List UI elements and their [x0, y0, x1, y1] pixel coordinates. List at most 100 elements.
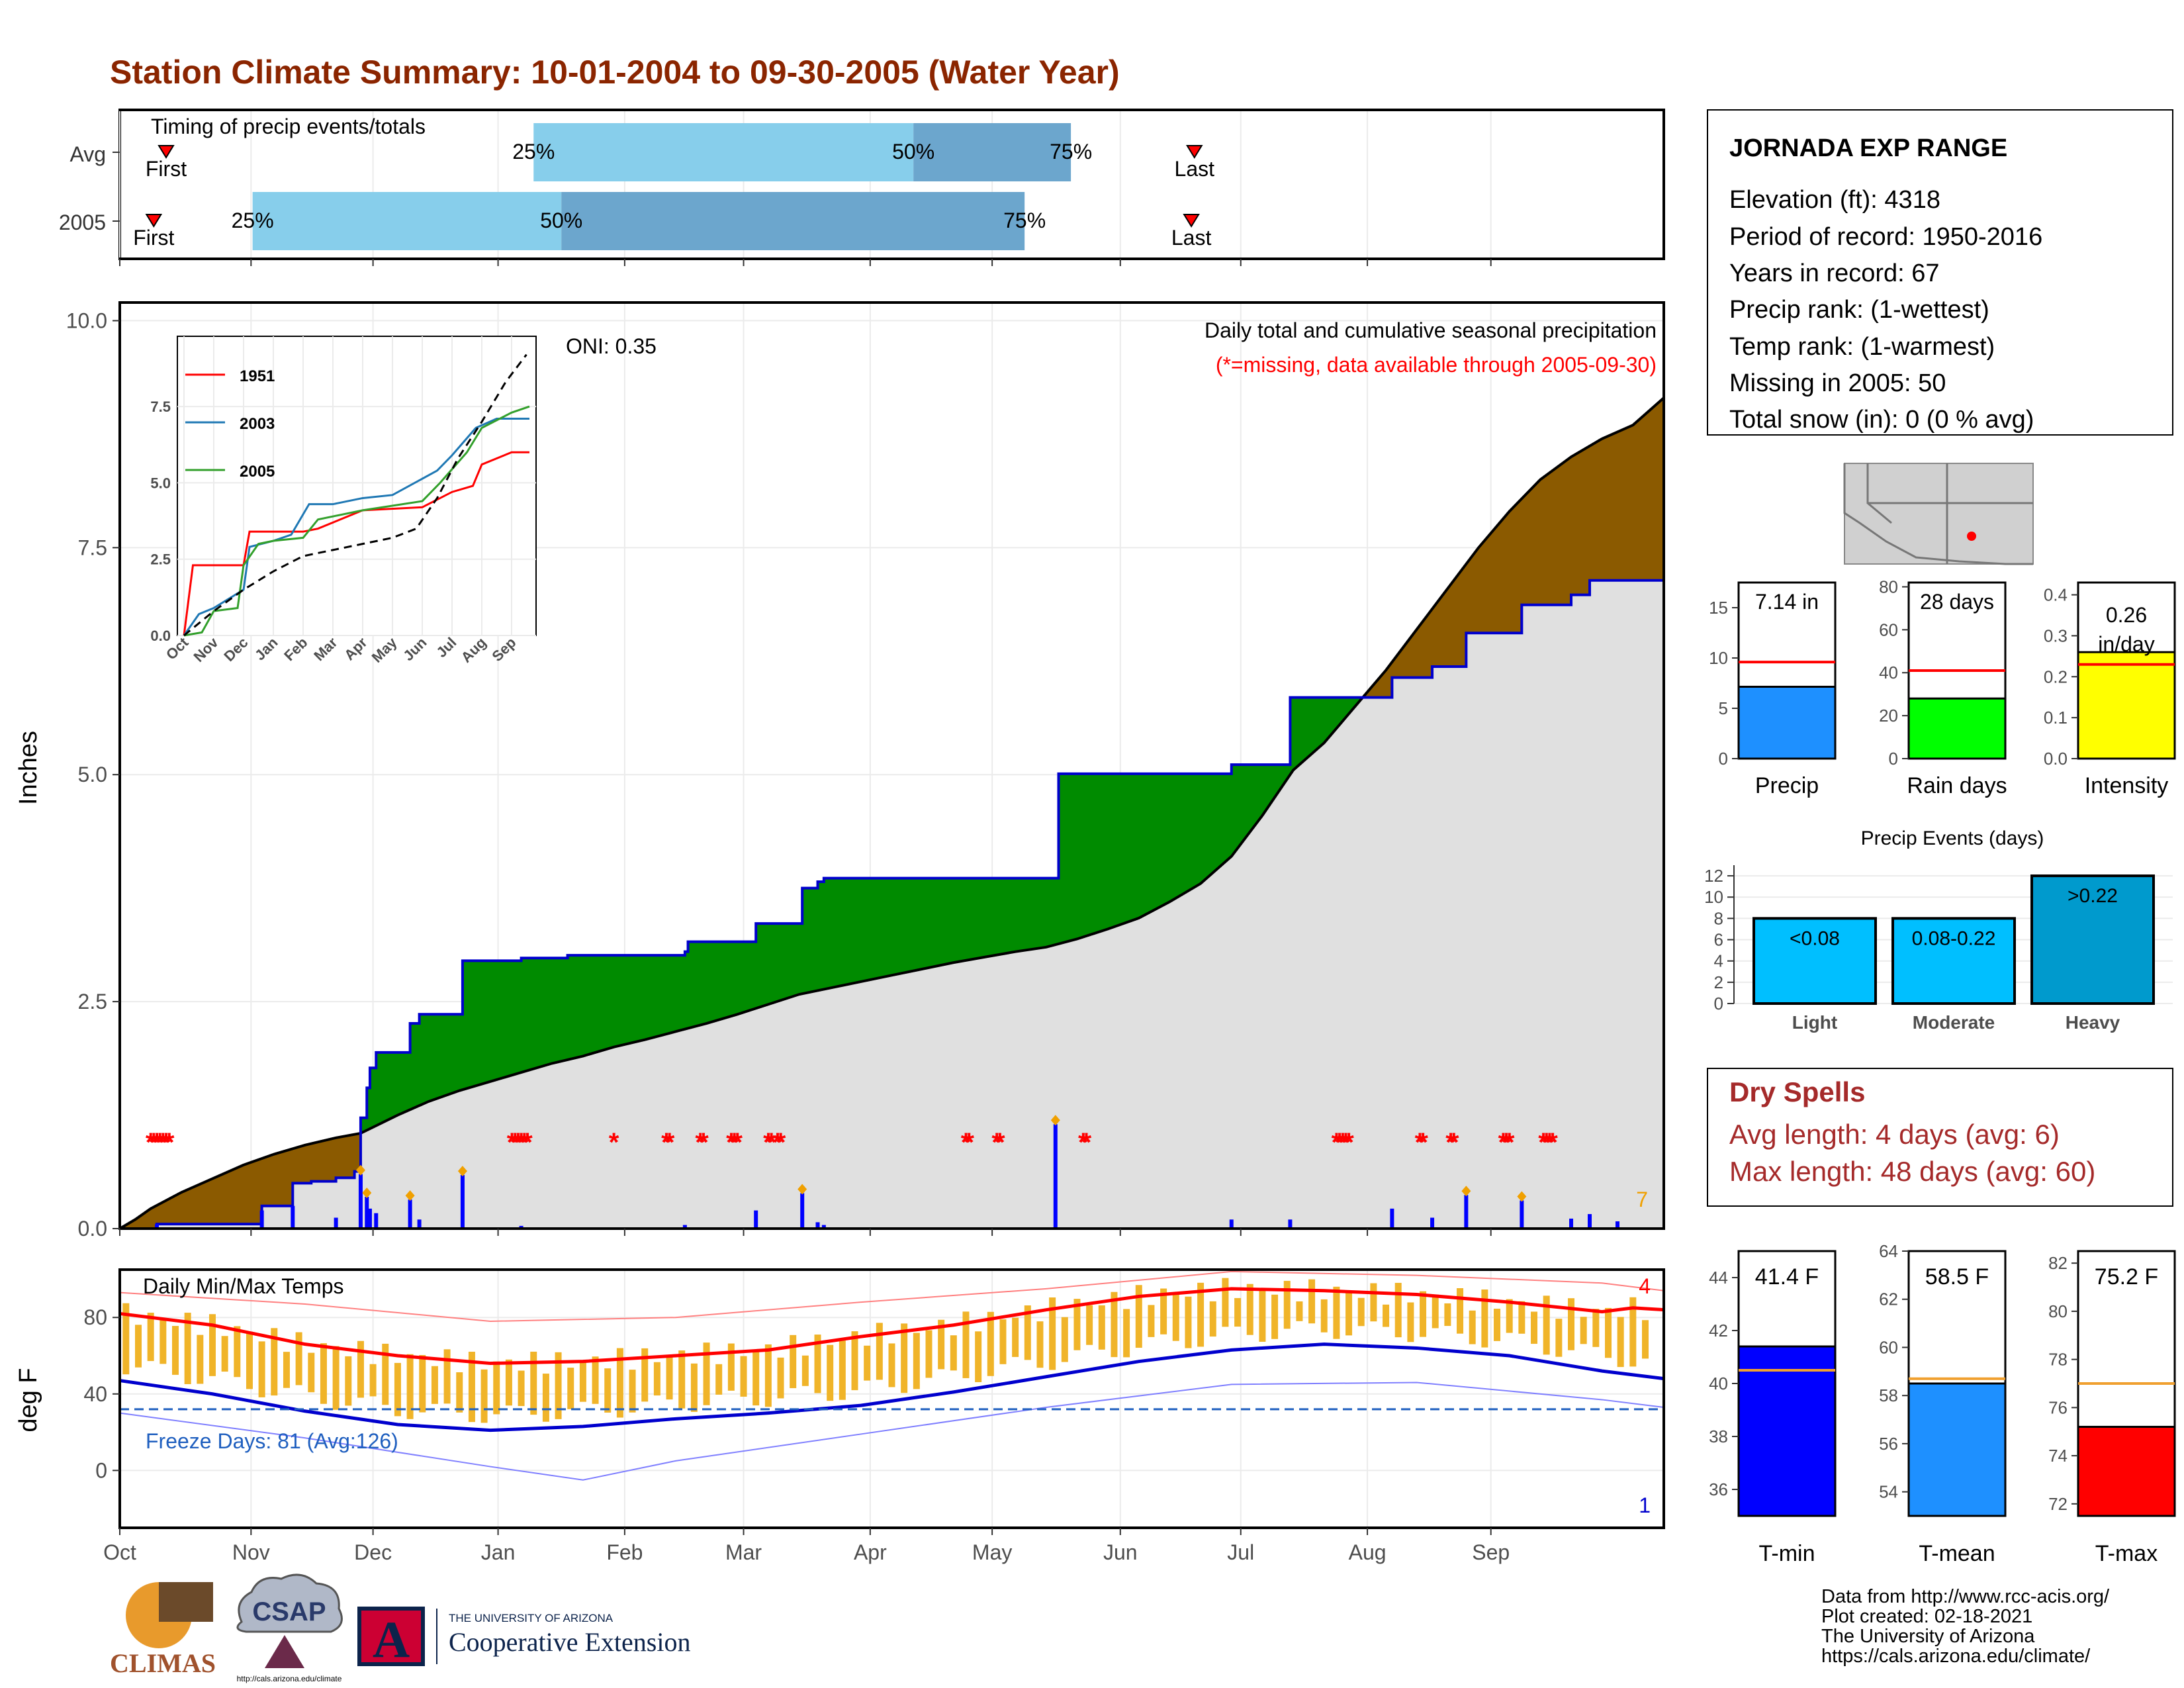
temp-summary-label: T-max [2095, 1541, 2158, 1566]
mini-bar-ytick-label: 20 [1879, 706, 1898, 726]
temp-summary-ytick-label: 42 [1709, 1321, 1728, 1340]
missing-data-marker: * [1338, 1128, 1348, 1157]
daily-precip-marker [797, 1184, 807, 1195]
daily-temp-bar [629, 1370, 636, 1413]
events-ytick-label: 12 [1704, 866, 1723, 886]
station-missing: Missing in 2005: 50 [1729, 369, 1946, 397]
precip-corner-count: 7 [1636, 1188, 1648, 1211]
missing-data-marker: * [772, 1128, 783, 1157]
daily-precip-bar [1520, 1200, 1524, 1229]
daily-temp-bar [1642, 1320, 1649, 1359]
daily-precip-bar [1464, 1195, 1469, 1229]
daily-temp-bar [764, 1344, 772, 1407]
daily-precip-bar [367, 1208, 372, 1229]
month-label: May [972, 1540, 1012, 1564]
daily-temp-bar [357, 1340, 364, 1398]
daily-temp-bar [1481, 1289, 1488, 1348]
temp-panel-frame [120, 1270, 1664, 1528]
daily-temp-bar [1308, 1279, 1316, 1324]
daily-precip-marker [457, 1166, 467, 1177]
daily-precip-marker [362, 1187, 372, 1198]
daily-temp-bar [1555, 1319, 1563, 1357]
daily-precip-bar [1053, 1124, 1058, 1229]
daily-precip-bar [1588, 1214, 1592, 1229]
temperature-summary-bars: 41.4 F 36 38 40 42 44 T-min 58.5 F 54 56 58 60 62 64 T… [1709, 1241, 2176, 1566]
daily-temp-bar [1160, 1288, 1167, 1335]
daily-temp-bar [1383, 1304, 1390, 1327]
missing-data-marker: * [1538, 1128, 1549, 1157]
missing-data-marker: * [698, 1128, 709, 1157]
daily-temp-bar [505, 1359, 512, 1406]
footer-line-data: Data from http://www.rcc-acis.org/ [1821, 1586, 2110, 1607]
mini-bar-value [2077, 651, 2176, 760]
month-label: Oct [103, 1540, 136, 1564]
missing-data-marker: * [510, 1128, 520, 1157]
daily-precip-bar [519, 1225, 523, 1229]
daily-precip-marker [355, 1164, 365, 1176]
daily-temp-bar [616, 1348, 623, 1418]
daily-temp-bar [1444, 1303, 1451, 1327]
daily-temp-bar [283, 1352, 290, 1388]
mini-bar-ytick-label: 5 [1719, 698, 1728, 718]
daily-temp-bar [999, 1319, 1007, 1364]
daily-temp-bar [480, 1369, 488, 1423]
timing-row-label-avg: Avg [69, 142, 106, 166]
map-state-borders [1843, 463, 2033, 565]
daily-temp-bar [962, 1311, 970, 1378]
daily-temp-bar [1222, 1278, 1229, 1327]
daily-temp-bar [975, 1331, 982, 1382]
daily-temp-bar [1197, 1282, 1205, 1347]
daily-temp-bar [715, 1364, 723, 1395]
precip-event-value-label: <0.08 [1790, 927, 1840, 949]
daily-temp-bar [1407, 1302, 1414, 1342]
precip-ylabel: Inches [15, 731, 42, 805]
daily-precip-marker [1517, 1191, 1527, 1202]
dry-spells-avg: Avg length: 4 days (avg: 6) [1729, 1119, 2060, 1150]
missing-data-marker: * [164, 1128, 175, 1157]
month-label: Mar [725, 1540, 762, 1564]
daily-temp-bar [1506, 1299, 1513, 1333]
daily-temp-bar [950, 1335, 957, 1371]
precip-ytick-label: 0.0 [78, 1217, 107, 1241]
mini-bar-value-label: 7.14 in [1755, 590, 1819, 614]
daily-temp-bar [369, 1364, 377, 1397]
month-label: Feb [606, 1540, 643, 1564]
timing-title: Timing of precip events/totals [151, 115, 426, 138]
precip-cumulative-line [120, 579, 1664, 1230]
daily-temp-bar [542, 1374, 549, 1422]
daily-precip-bar [682, 1225, 687, 1229]
daily-temp-bar [419, 1355, 426, 1413]
daily-temp-bar [888, 1343, 895, 1387]
daily-temp-bar [1036, 1321, 1044, 1368]
mini-bar-ytick-label: 0.4 [2044, 585, 2068, 605]
temp-summary-ytick-label: 64 [1879, 1241, 1898, 1261]
missing-data-marker: * [1341, 1128, 1351, 1157]
temp-summary-ytick-label: 60 [1879, 1337, 1898, 1357]
daily-precip-bar [365, 1196, 369, 1229]
csap-url-text: http://cals.arizona.edu/climate [237, 1674, 342, 1683]
daily-temp-bar [1246, 1284, 1253, 1335]
inset-ytick-label: 2.5 [150, 551, 171, 568]
daily-temp-bar [814, 1335, 821, 1393]
missing-data-marker: * [1445, 1128, 1456, 1157]
daily-temp-bar [567, 1368, 574, 1409]
mini-bar-value [1737, 685, 1837, 760]
timing-pct-label: 25% [512, 140, 555, 164]
missing-data-marker: * [519, 1128, 529, 1157]
daily-temp-bar [1531, 1311, 1538, 1344]
daily-temp-bar [987, 1311, 994, 1376]
missing-data-marker: * [766, 1128, 777, 1157]
daily-temp-bar [1345, 1291, 1353, 1336]
missing-data-marker: * [664, 1128, 675, 1157]
timing-pct-label: 75% [1003, 209, 1046, 232]
daily-temp-bar [258, 1341, 265, 1397]
daily-temp-bar [208, 1314, 216, 1376]
events-ytick-label: 10 [1704, 887, 1723, 907]
missing-data-marker: * [1541, 1128, 1552, 1157]
precip-normal-line [118, 397, 1665, 1230]
inset-ytick-label: 0.0 [150, 628, 171, 644]
precip-summary-bars: 7.14 in 0 5 10 15 Precip 28 days 0 20 40 60 80 Rain … [1709, 577, 2176, 798]
footer-line-university: The University of Arizona [1821, 1626, 2035, 1647]
mini-bar-ytick-label: 40 [1879, 663, 1898, 682]
daily-precip-bar [1615, 1221, 1620, 1229]
